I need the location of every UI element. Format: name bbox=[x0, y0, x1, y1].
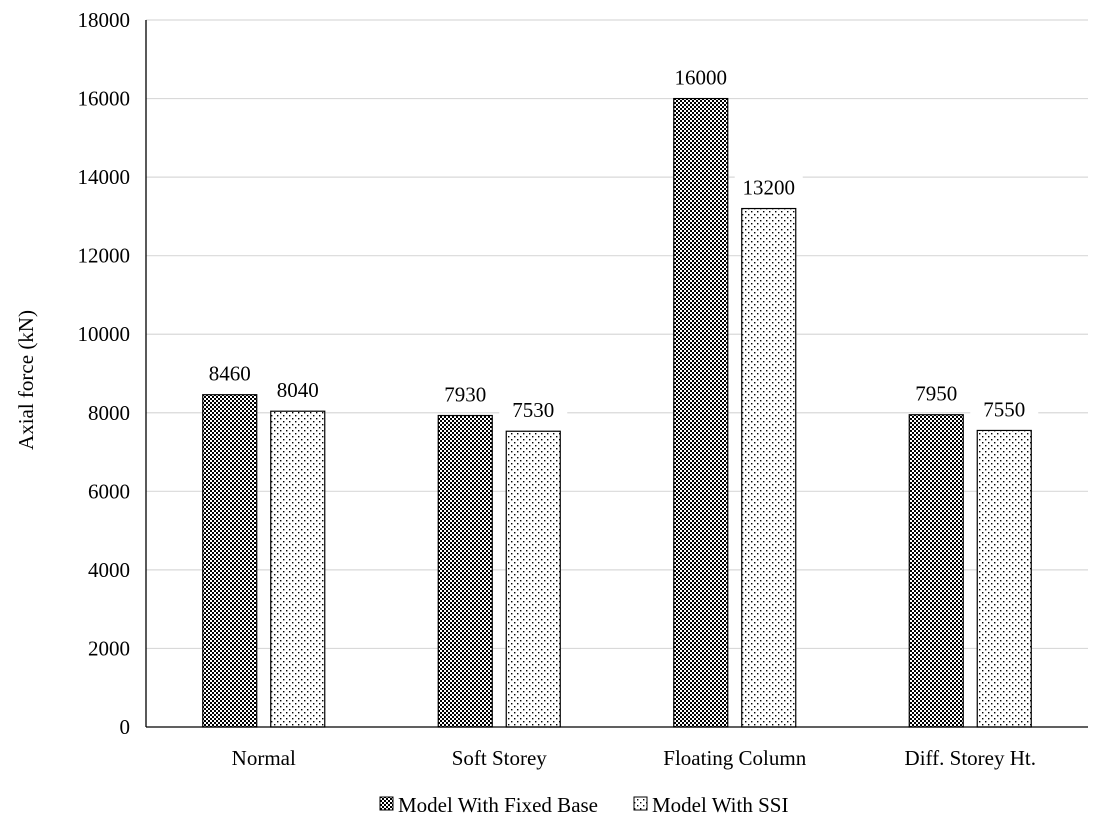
legend-label: Model With Fixed Base bbox=[398, 793, 598, 817]
y-tick-label: 12000 bbox=[78, 244, 131, 268]
x-tick-label: Soft Storey bbox=[452, 746, 548, 770]
y-tick-label: 6000 bbox=[88, 479, 130, 503]
y-tick-label: 8000 bbox=[88, 401, 130, 425]
y-tick-label: 10000 bbox=[78, 322, 131, 346]
x-tick-label: Normal bbox=[232, 746, 296, 770]
x-tick-label: Diff. Storey Ht. bbox=[905, 746, 1036, 770]
data-label-background bbox=[902, 379, 971, 407]
axes bbox=[145, 20, 1088, 728]
y-tick-label: 16000 bbox=[78, 87, 131, 111]
bar bbox=[505, 430, 561, 728]
data-label: 16000 bbox=[675, 66, 728, 90]
data-label: 8460 bbox=[209, 362, 251, 386]
legend-swatch bbox=[379, 796, 394, 811]
bar bbox=[976, 429, 1032, 728]
data-label-background bbox=[263, 376, 332, 404]
data-label: 7930 bbox=[444, 383, 486, 407]
x-tick-labels: Normal Soft Storey Floating Column Diff. St… bbox=[232, 746, 1036, 770]
y-axis-label: Axial force (kN) bbox=[14, 310, 38, 450]
data-label: 13200 bbox=[743, 176, 796, 200]
bars bbox=[202, 97, 1032, 728]
legend: Model With Fixed Base Model With SSI bbox=[379, 793, 788, 817]
bar bbox=[673, 97, 729, 728]
data-label-background bbox=[666, 63, 735, 91]
y-tick-label: 14000 bbox=[78, 165, 131, 189]
bar bbox=[908, 414, 964, 728]
legend-label: Model With SSI bbox=[652, 793, 788, 817]
data-label: 7550 bbox=[983, 397, 1025, 421]
data-label-background bbox=[734, 173, 803, 201]
data-label: 8040 bbox=[277, 378, 319, 402]
data-label-background bbox=[195, 359, 264, 387]
y-tick-labels: 0 2000 4000 6000 8000 10000 12000 14000 16000 180… bbox=[78, 8, 131, 739]
x-tick-label: Floating Column bbox=[663, 746, 806, 770]
data-label-background bbox=[970, 395, 1039, 423]
legend-swatch bbox=[633, 796, 648, 811]
data-label-background bbox=[499, 396, 568, 424]
y-tick-label: 4000 bbox=[88, 558, 130, 582]
bar bbox=[437, 414, 493, 728]
bar bbox=[270, 410, 326, 728]
data-label: 7950 bbox=[915, 382, 957, 406]
data-labels: 8460 8040 7930 7530 16000 13200 7950 7550 bbox=[195, 63, 1039, 424]
bar bbox=[741, 207, 797, 728]
bar bbox=[202, 394, 258, 728]
y-tick-label: 0 bbox=[120, 715, 131, 739]
data-label-background bbox=[431, 380, 500, 408]
y-tick-label: 2000 bbox=[88, 636, 130, 660]
y-tick-label: 18000 bbox=[78, 8, 131, 32]
data-label: 7530 bbox=[512, 398, 554, 422]
